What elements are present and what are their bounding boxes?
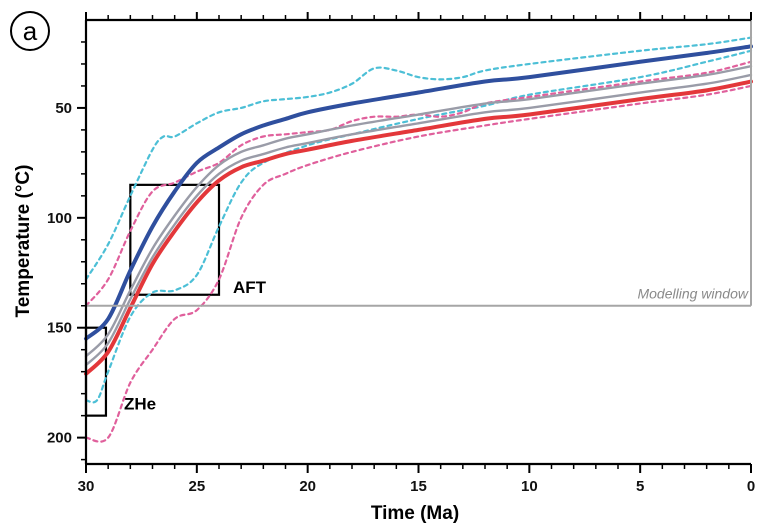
y-tick-label: 50 xyxy=(55,100,72,117)
y-axis-title: Temperature (°C) xyxy=(13,165,34,318)
series-line-grey-solid-lower xyxy=(84,73,753,367)
y-tick-label: 100 xyxy=(47,210,72,227)
series-layer xyxy=(84,36,753,443)
x-tick-label: 15 xyxy=(410,478,427,495)
series-line-pink-dashed-lower xyxy=(84,84,753,443)
y-tick-label: 150 xyxy=(47,320,72,337)
constraint-box-layer: AFT ZHe xyxy=(84,183,267,417)
x-axis-title: Time (Ma) xyxy=(371,503,459,524)
series-line-cyan-dashed-upper xyxy=(84,36,753,281)
panel-label: a xyxy=(10,11,50,51)
series-line-cyan-dashed-lower xyxy=(84,49,753,404)
modelling-window-label: Modelling window xyxy=(637,286,748,302)
constraint-box-label-aft: AFT xyxy=(233,278,267,297)
x-tick-label: 5 xyxy=(636,478,644,495)
x-tick-label: 20 xyxy=(299,478,316,495)
modelling-window-layer: Modelling window xyxy=(86,20,752,307)
constraint-box-label-zhe: ZHe xyxy=(124,395,156,414)
x-tick-label: 25 xyxy=(188,478,205,495)
panel-letter: a xyxy=(23,16,38,46)
y-tick-label: 200 xyxy=(47,430,72,447)
x-tick-label: 0 xyxy=(747,478,755,495)
x-tick-label: 30 xyxy=(78,478,95,495)
constraint-box-aft xyxy=(129,183,221,296)
series-line-grey-solid-upper xyxy=(84,64,753,358)
series-line-blue-solid xyxy=(84,44,753,341)
x-tick-label: 10 xyxy=(521,478,538,495)
series-line-red-solid xyxy=(84,79,753,376)
